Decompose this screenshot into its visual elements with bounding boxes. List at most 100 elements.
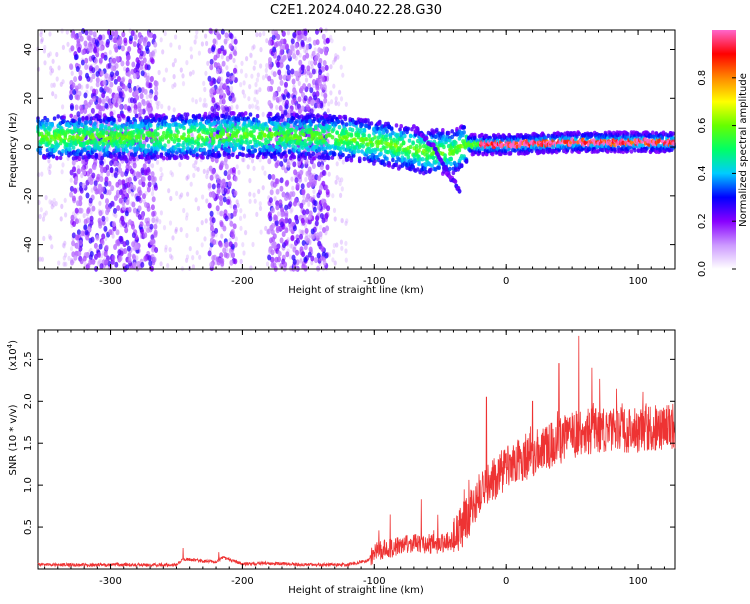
heatmap-cell [362,127,367,133]
heatmap-cell [268,111,273,117]
heatmap-cell [151,217,156,224]
heatmap-cell [113,78,118,85]
heatmap-cell [92,164,97,171]
heatmap-cell [150,138,154,143]
heatmap-cell [135,173,140,180]
heatmap-cell [307,214,312,221]
heatmap-cell [356,149,361,154]
heatmap-cell [313,200,318,207]
heatmap-cell [350,127,355,133]
heatmap-cell [162,77,166,83]
heatmap-cell [217,153,222,158]
heatmap-cell [175,190,179,196]
heatmap-cell [284,195,289,202]
heatmap-cell [270,229,275,235]
heatmap-cell [301,240,306,246]
heatmap-cell [222,225,227,232]
heatmap-cell [186,191,190,197]
heatmap-cell [299,233,303,240]
heatmap-cell [344,248,348,254]
heatmap-cell [160,103,164,109]
heatmap-cell [100,239,105,246]
heatmap-cell [137,47,142,54]
heatmap-cell [233,190,238,197]
heatmap-cell [125,60,130,67]
heatmap-cell [51,154,56,159]
heatmap-cell [344,220,348,226]
heatmap-cell [407,149,412,154]
heatmap-cell [104,176,109,183]
heatmap-cell [132,185,137,191]
heatmap-cell [459,163,464,168]
heatmap-cell [330,99,334,105]
heatmap-cell [179,227,183,233]
heatmap-cell [106,170,111,177]
heatmap-cell [40,171,44,177]
heatmap-cell [207,182,212,189]
heatmap-cell [78,195,83,202]
heatmap-cell [115,70,120,77]
heatmap-cell [200,41,204,47]
heatmap-cell [118,255,123,262]
heatmap-cell [124,170,129,177]
heatmap-cell [219,221,224,228]
heatmap-cell [164,67,168,73]
heatmap-cell [268,197,273,204]
heatmap-cell [115,189,120,196]
heatmap-cell [319,224,323,231]
heatmap-cell [118,189,123,196]
heatmap-cell [171,62,175,68]
heatmap-cell [319,213,324,219]
heatmap-cell [189,54,194,60]
heatmap-cell [236,202,240,208]
heatmap-cell [57,65,61,71]
heatmap-cell [177,44,182,50]
heatmap-cell [121,193,126,200]
heatmap-cell [207,202,212,209]
heatmap-cell [195,250,199,256]
heatmap-cell [135,89,139,96]
heatmap-cell [169,42,173,48]
heatmap-cell [301,230,305,236]
heatmap-cell [171,83,175,90]
heatmap-cell [316,102,321,108]
heatmap-cell [305,104,310,111]
heatmap-cell [142,40,147,47]
heatmap-cell [103,124,108,129]
heatmap-cell [52,197,56,204]
heatmap-cell [349,158,354,163]
heatmap-cell [252,44,256,50]
heatmap-cell [48,163,52,169]
heatmap-cell [261,75,266,81]
heatmap-cell [367,133,372,138]
heatmap-cell [196,166,200,172]
heatmap-cell [239,225,243,231]
heatmap-cell [88,254,93,261]
heatmap-cell [242,213,247,219]
heatmap-cell [232,111,236,116]
heatmap-cell [162,225,167,231]
heatmap-cell [229,220,234,227]
heatmap-cell [310,228,315,235]
heatmap-cell [118,103,123,110]
heatmap-cell [101,142,106,147]
heatmap-cell [248,139,253,145]
heatmap-cell [224,215,229,222]
heatmap-cell [338,180,342,187]
heatmap-cell [245,128,249,133]
heatmap-cell [60,169,64,175]
heatmap-cell [98,210,103,217]
heatmap-cell [270,78,274,85]
heatmap-cell [191,97,195,103]
heatmap-cell [42,212,46,218]
heatmap-cell [71,240,76,247]
heatmap-cell [71,195,76,202]
heatmap-cell [369,121,374,126]
heatmap-cell [209,58,214,65]
heatmap-cell [150,163,155,169]
heatmap-cell [231,96,236,103]
heatmap-cell [226,198,231,205]
heatmap-cell [40,256,45,262]
heatmap-cell [214,157,219,164]
